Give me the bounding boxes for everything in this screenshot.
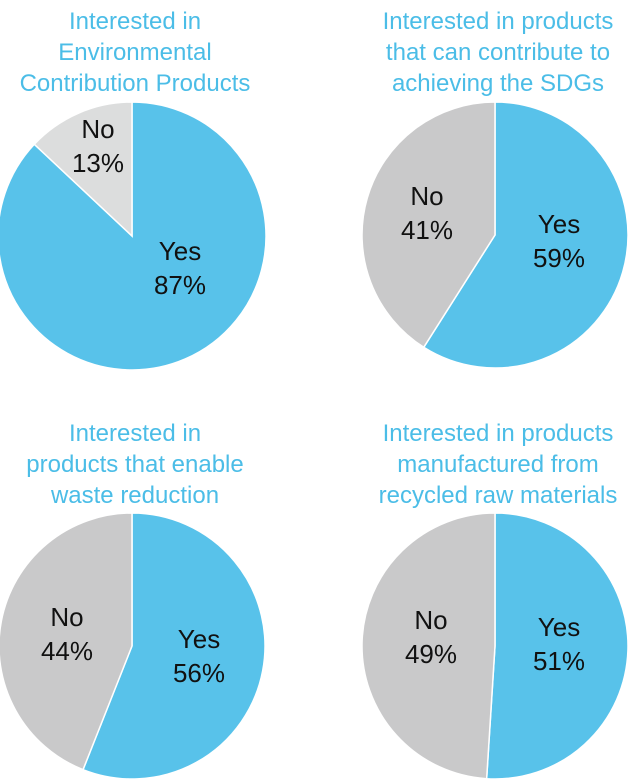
pie-slice-no <box>0 512 133 771</box>
chart-title: Interested in Environmental Contribution… <box>19 8 251 97</box>
slice-value-yes: 51% <box>533 646 585 676</box>
pie-slice-yes <box>82 512 266 780</box>
slice-value-no: 49% <box>405 639 457 669</box>
slice-label-no: No <box>81 114 114 144</box>
slice-label-no: No <box>410 181 443 211</box>
slice-label-yes: Yes <box>538 612 580 642</box>
pie-svg: Yes 51% No 49% <box>361 512 629 780</box>
slice-label-yes: Yes <box>178 624 220 654</box>
slice-label-no: No <box>50 602 83 632</box>
pie-slice-yes <box>422 101 629 369</box>
pie-svg: Yes 59% No 41% <box>361 101 629 369</box>
slice-label-yes: Yes <box>159 236 201 266</box>
pie-chart-recycled-materials: Interested in products manufactured from… <box>352 392 644 784</box>
pie-chart-sdgs: Interested in products that can contribu… <box>352 0 644 392</box>
slice-value-no: 41% <box>401 215 453 245</box>
pie-slice-yes <box>485 512 629 780</box>
chart-title: Interested in products manufactured from… <box>378 420 618 509</box>
chart-title: Interested in products that can contribu… <box>382 8 614 97</box>
slice-value-yes: 59% <box>533 243 585 273</box>
slice-value-no: 13% <box>72 148 124 178</box>
pie-slice-no <box>361 101 496 349</box>
pie-svg: Yes 87% No 13% <box>0 101 267 371</box>
pie-chart-waste-reduction: Interested in products that enable waste… <box>0 392 270 784</box>
pie-chart-environmental-contribution: Interested in Environmental Contribution… <box>0 0 270 392</box>
pie-slice-yes <box>0 101 267 371</box>
slice-value-yes: 87% <box>154 270 206 300</box>
slice-label-yes: Yes <box>538 209 580 239</box>
pie-svg: Yes 56% No 44% <box>0 512 266 780</box>
slice-label-no: No <box>414 605 447 635</box>
pie-slice-no <box>361 512 496 780</box>
slice-value-no: 44% <box>41 636 93 666</box>
slice-value-yes: 56% <box>173 658 225 688</box>
pie-slice-no <box>33 101 133 238</box>
chart-title: Interested in products that enable waste… <box>26 420 244 509</box>
